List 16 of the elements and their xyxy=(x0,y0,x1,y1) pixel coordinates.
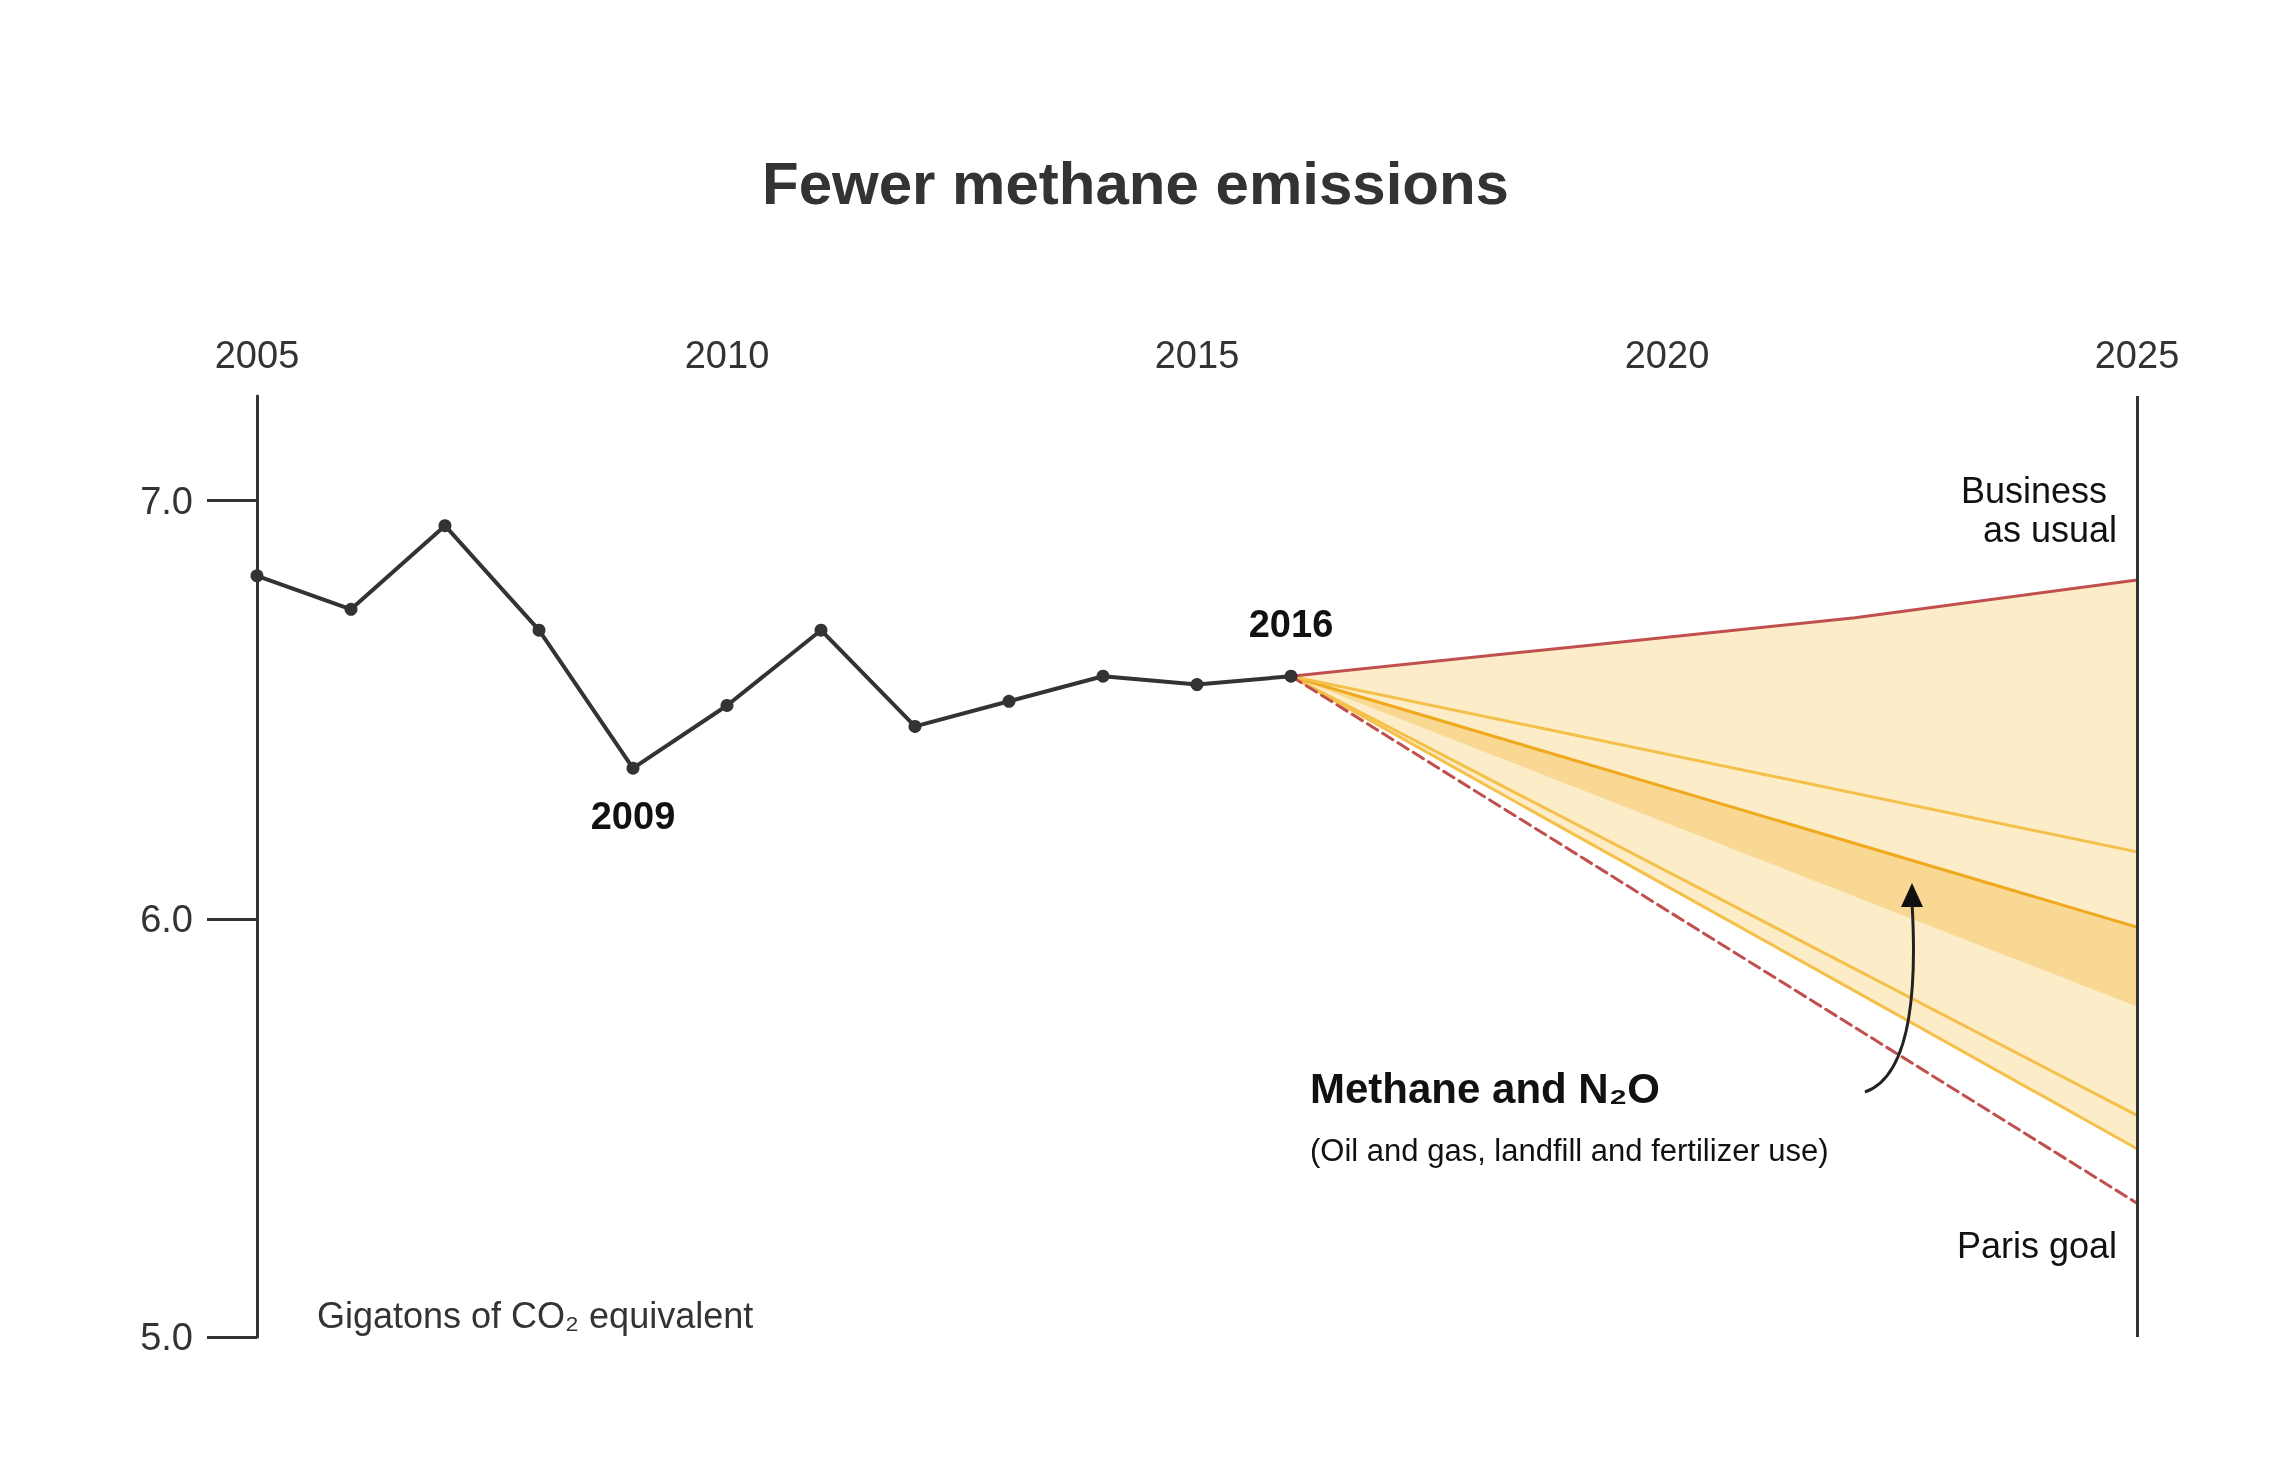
x-tick-label: 2020 xyxy=(1624,334,1710,376)
chart-title: Fewer methane emissions xyxy=(762,149,1509,217)
y-axis-title: Gigatons of CO₂ equivalent xyxy=(317,1294,754,1336)
y-tick-label: 7.0 xyxy=(140,479,193,522)
annotation: (Oil and gas, landfill and fertilizer use) xyxy=(1310,1132,1829,1168)
annotation: 2016 xyxy=(1248,603,1334,646)
x-tick-label: 2025 xyxy=(2094,334,2180,376)
annotation: Methane and N₂O xyxy=(1310,1064,1661,1112)
y-tick-label: 5.0 xyxy=(140,1316,193,1358)
x-tick-label: 2005 xyxy=(214,334,300,376)
annotation: Business as usual xyxy=(1960,469,2117,551)
y-tick-label: 6.0 xyxy=(140,897,193,940)
x-tick-label: 2010 xyxy=(684,334,770,376)
x-tick-label: 2015 xyxy=(1154,334,1240,376)
annotation: Paris goal xyxy=(1956,1224,2117,1266)
annotation: 2009 xyxy=(590,795,676,838)
